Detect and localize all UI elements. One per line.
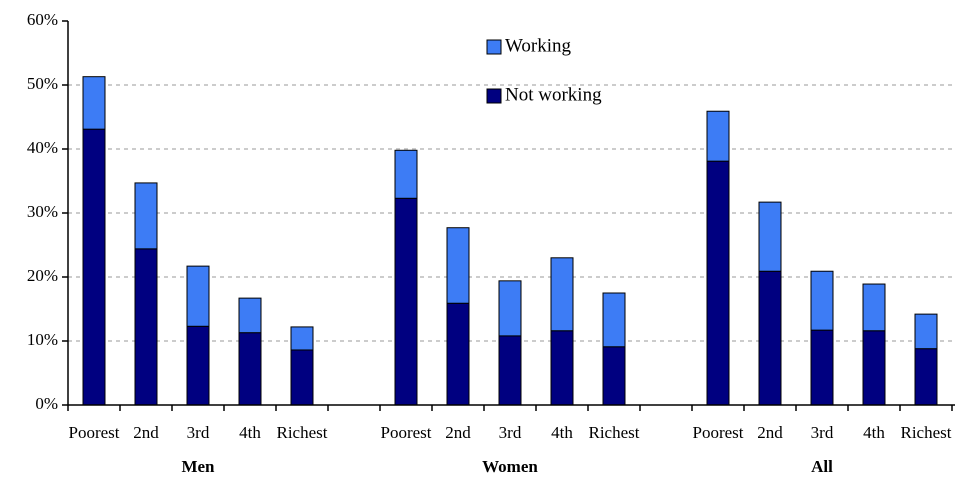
bar-segment [446,302,470,406]
group-label: Men [181,457,215,476]
legend-swatch [486,39,502,55]
x-tick-label: 4th [239,423,261,442]
y-tick-label: 10% [27,330,58,349]
x-tick-label: 2nd [133,423,159,442]
bar-segment [290,349,314,406]
bar-segment [498,280,522,337]
bar-segment [758,270,782,406]
x-tick-label: Poorest [381,423,432,442]
bar-segment [758,201,782,272]
bar-segment [134,182,158,250]
x-tick-label: 4th [551,423,573,442]
bar-segment [550,257,574,332]
bar-segment [810,329,834,406]
legend-swatch [486,88,502,104]
bar-segment [862,330,886,406]
y-tick-label: 30% [27,202,58,221]
x-tick-label: Richest [277,423,328,442]
bar-segment [186,325,210,406]
bar-segment [446,227,470,304]
bar-segment [706,110,730,162]
x-tick-label: 4th [863,423,885,442]
bar-segment [394,149,418,199]
x-tick-label: 3rd [187,423,210,442]
legend-label: Not working [505,84,602,105]
y-tick-label: 20% [27,266,58,285]
legend-label: Working [505,35,572,56]
y-tick-label: 50% [27,74,58,93]
x-tick-label: Poorest [69,423,120,442]
bar-segment [602,346,626,406]
bar-segment [706,160,730,406]
x-tick-label: 2nd [757,423,783,442]
bar-segment [602,292,626,348]
bar-segment [290,326,314,351]
x-tick-label: Richest [901,423,952,442]
bar-segment [394,197,418,406]
bar-segment [82,128,106,406]
bar-segment [498,335,522,406]
x-tick-label: 2nd [445,423,471,442]
bar-segment [550,330,574,406]
y-tick-label: 0% [35,394,58,413]
x-tick-label: 3rd [499,423,522,442]
bar-segment [810,270,834,331]
bar-segment [914,348,938,406]
group-label: Women [482,457,538,476]
bar-segment [862,283,886,332]
bar-segment [238,297,262,334]
bar-segment [238,332,262,406]
bar-segment [186,265,210,327]
group-label: All [811,457,833,476]
y-tick-label: 40% [27,138,58,157]
x-tick-label: 3rd [811,423,834,442]
bar-segment [914,313,938,350]
x-tick-label: Poorest [693,423,744,442]
y-tick-label: 60% [27,10,58,29]
x-tick-label: Richest [589,423,640,442]
bar-segment [82,76,106,130]
bar-segment [134,248,158,406]
